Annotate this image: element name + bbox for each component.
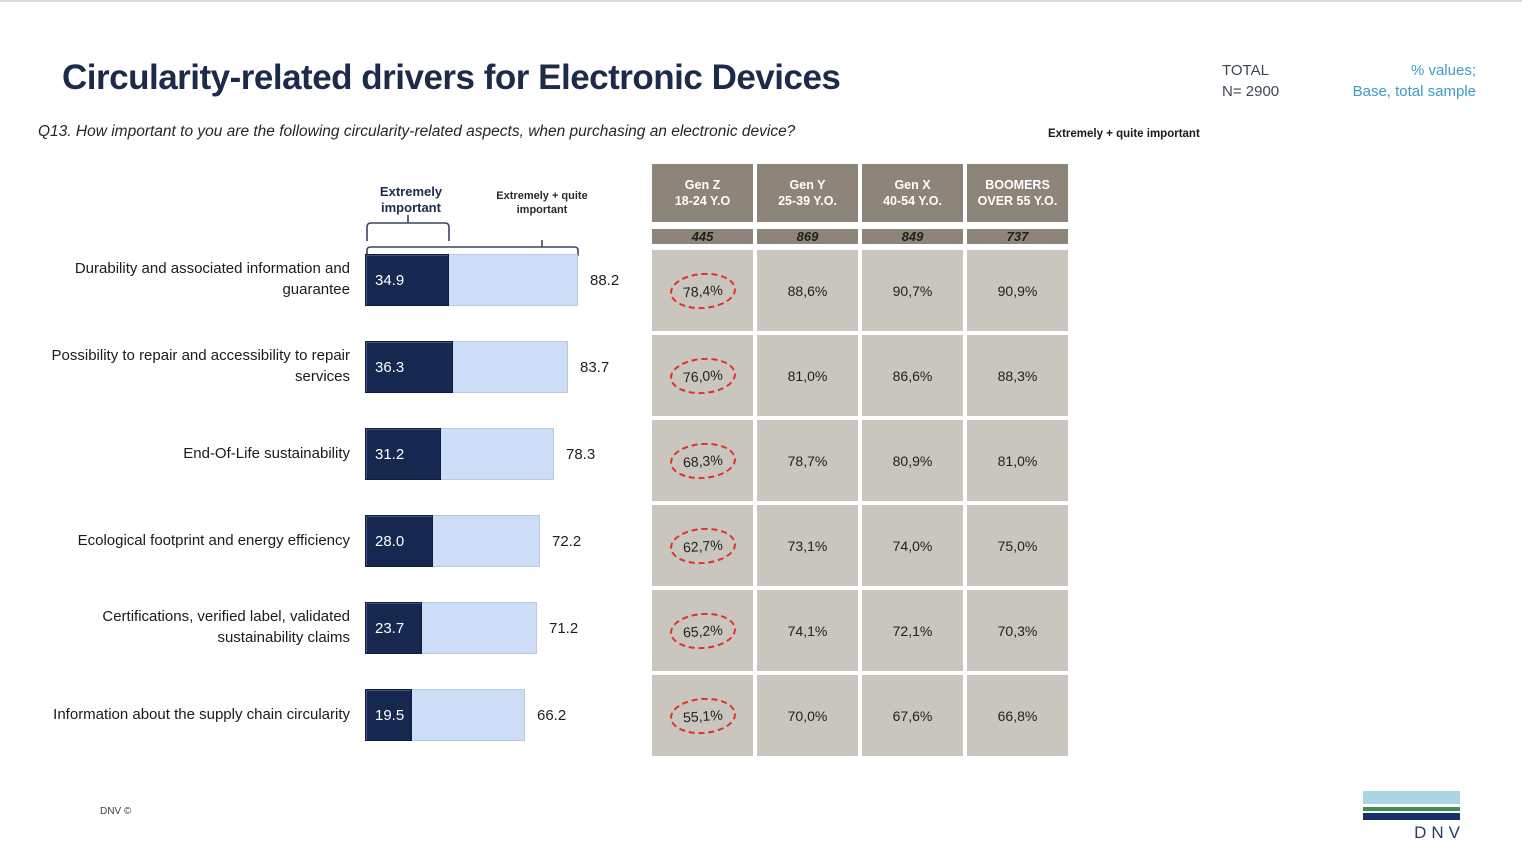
brace-extremely-icon: [366, 215, 450, 241]
bar-row: Certifications, verified label, validate…: [30, 602, 650, 654]
gen-value-cell: 68,3%: [652, 420, 753, 501]
gen-value-cell: 70,3%: [967, 590, 1068, 671]
dnv-logo-green-bar: [1363, 807, 1460, 811]
gen-value-cell: 74,0%: [862, 505, 963, 586]
bar-category-label: End-Of-Life sustainability: [183, 444, 350, 462]
bar-extremely-segment: 36.3: [365, 341, 453, 393]
gen-value-cell: 72,1%: [862, 590, 963, 671]
dnv-logo: DNV: [1363, 791, 1460, 843]
gen-age-range: 25-39 Y.O.: [778, 194, 837, 208]
gen-value-cell: 67,6%: [862, 675, 963, 756]
bar-row: Information about the supply chain circu…: [30, 689, 650, 741]
gen-value-cell: 78,7%: [757, 420, 858, 501]
gen-value-cell: 65,2%: [652, 590, 753, 671]
page-title: Circularity-related drivers for Electron…: [62, 58, 841, 97]
bar-row: Ecological footprint and energy efficien…: [30, 515, 650, 567]
generation-table-header: Gen Z 18-24 Y.O Gen Y 25-39 Y.O. Gen X 40-54 …: [652, 164, 1068, 222]
red-dashed-ellipse: 65,2%: [668, 610, 737, 651]
red-dashed-ellipse: 55,1%: [668, 695, 737, 736]
note-line-1: % values;: [1410, 62, 1476, 79]
bar-extremely-segment: 19.5: [365, 689, 412, 741]
bar-extremely-segment: 34.9: [365, 254, 449, 306]
gen-value-cell: 74,1%: [757, 590, 858, 671]
gen-value-cell: 81,0%: [757, 335, 858, 416]
bar-total-value: 78.3: [566, 445, 596, 463]
gen-value-cell: 86,6%: [862, 335, 963, 416]
gen-base-cell: 849: [862, 229, 963, 244]
bar-row: Possibility to repair and accessibility …: [30, 341, 650, 393]
total-label: TOTAL: [1222, 62, 1269, 79]
gen-value-cell: 80,9%: [862, 420, 963, 501]
bar-extremely-segment: 23.7: [365, 602, 422, 654]
gen-header-cell: Gen X 40-54 Y.O.: [862, 164, 963, 222]
bar-category-label: Information about the supply chain circu…: [53, 705, 350, 723]
survey-question: Q13. How important to you are the follow…: [38, 123, 796, 140]
bar-chart: Durability and associated information an…: [30, 254, 650, 814]
gen-header-cell: Gen Z 18-24 Y.O: [652, 164, 753, 222]
bar-total-value: 72.2: [552, 532, 582, 550]
note-line-2: Base, total sample: [1352, 83, 1476, 100]
red-dashed-ellipse: 62,7%: [668, 525, 737, 566]
total-base-block: TOTAL N= 2900: [1222, 60, 1279, 102]
bar-total-value: 71.2: [549, 619, 579, 637]
gen-header-cell: Gen Y 25-39 Y.O.: [757, 164, 858, 222]
gen-value-cell: 90,7%: [862, 250, 963, 331]
bar-category-label: Possibility to repair and accessibility …: [51, 347, 350, 385]
generation-table-base-row: 445 869 849 737: [652, 229, 1068, 244]
dnv-logo-lightblue-bar: [1363, 791, 1460, 804]
dnv-logo-text: DNV: [1414, 823, 1465, 842]
table-caption: Extremely + quite important: [1048, 128, 1200, 140]
gen-value-cell: 62,7%: [652, 505, 753, 586]
legend-extremely-quite-important: Extremely + quite important: [496, 190, 588, 216]
bar-total-value: 66.2: [537, 706, 567, 724]
gen-name: Gen X: [894, 177, 931, 192]
legend-extremely-important: Extremely important: [379, 184, 443, 215]
red-dashed-ellipse: 68,3%: [668, 440, 737, 481]
bar-category-label: Durability and associated information an…: [74, 260, 350, 298]
red-dashed-ellipse: 76,0%: [668, 355, 737, 396]
gen-base-cell: 737: [967, 229, 1068, 244]
gen-base-cell: 445: [652, 229, 753, 244]
gen-value-cell: 66,8%: [967, 675, 1068, 756]
gen-name: Gen Y: [789, 177, 826, 192]
gen-value-cell: 75,0%: [967, 505, 1068, 586]
gen-value-cell: 81,0%: [967, 420, 1068, 501]
values-note: % values; Base, total sample: [1353, 60, 1476, 102]
bar-extremely-segment: 28.0: [365, 515, 433, 567]
gen-age-range: 40-54 Y.O.: [883, 194, 942, 208]
bar-row: End-Of-Life sustainability 31.2 78.3: [30, 428, 650, 480]
gen-age-range: OVER 55 Y.O.: [977, 194, 1058, 208]
gen-value-cell: 70,0%: [757, 675, 858, 756]
gen-value-cell: 73,1%: [757, 505, 858, 586]
gen-age-range: 18-24 Y.O: [674, 194, 731, 208]
gen-value-cell: 88,3%: [967, 335, 1068, 416]
generation-table: Gen Z 18-24 Y.O Gen Y 25-39 Y.O. Gen X 40-54 …: [652, 164, 1068, 756]
bar-category-label: Ecological footprint and energy efficien…: [77, 531, 350, 549]
dnv-logo-navy-bar: [1363, 813, 1460, 820]
copyright-text: DNV ©: [100, 806, 132, 817]
gen-value-cell: 90,9%: [967, 250, 1068, 331]
gen-name: BOOMERS: [985, 177, 1050, 192]
total-n-value: N= 2900: [1222, 83, 1280, 100]
red-dashed-ellipse: 78,4%: [668, 270, 737, 311]
bar-extremely-segment: 31.2: [365, 428, 441, 480]
generation-table-body: 78,4% 88,6% 90,7% 90,9% 76,0% 81,0% 86,6% 88,3%…: [652, 250, 1068, 756]
bar-total-value: 88.2: [590, 271, 620, 289]
bar-category-label: Certifications, verified label, validate…: [102, 608, 350, 646]
gen-name: Gen Z: [684, 177, 721, 192]
gen-value-cell: 88,6%: [757, 250, 858, 331]
gen-header-cell: BOOMERS OVER 55 Y.O.: [967, 164, 1068, 222]
gen-base-cell: 869: [757, 229, 858, 244]
gen-value-cell: 76,0%: [652, 335, 753, 416]
bar-row: Durability and associated information an…: [30, 254, 650, 306]
gen-value-cell: 78,4%: [652, 250, 753, 331]
gen-value-cell: 55,1%: [652, 675, 753, 756]
bar-total-value: 83.7: [580, 358, 610, 376]
brace-extremely-quite-icon: [366, 240, 579, 256]
